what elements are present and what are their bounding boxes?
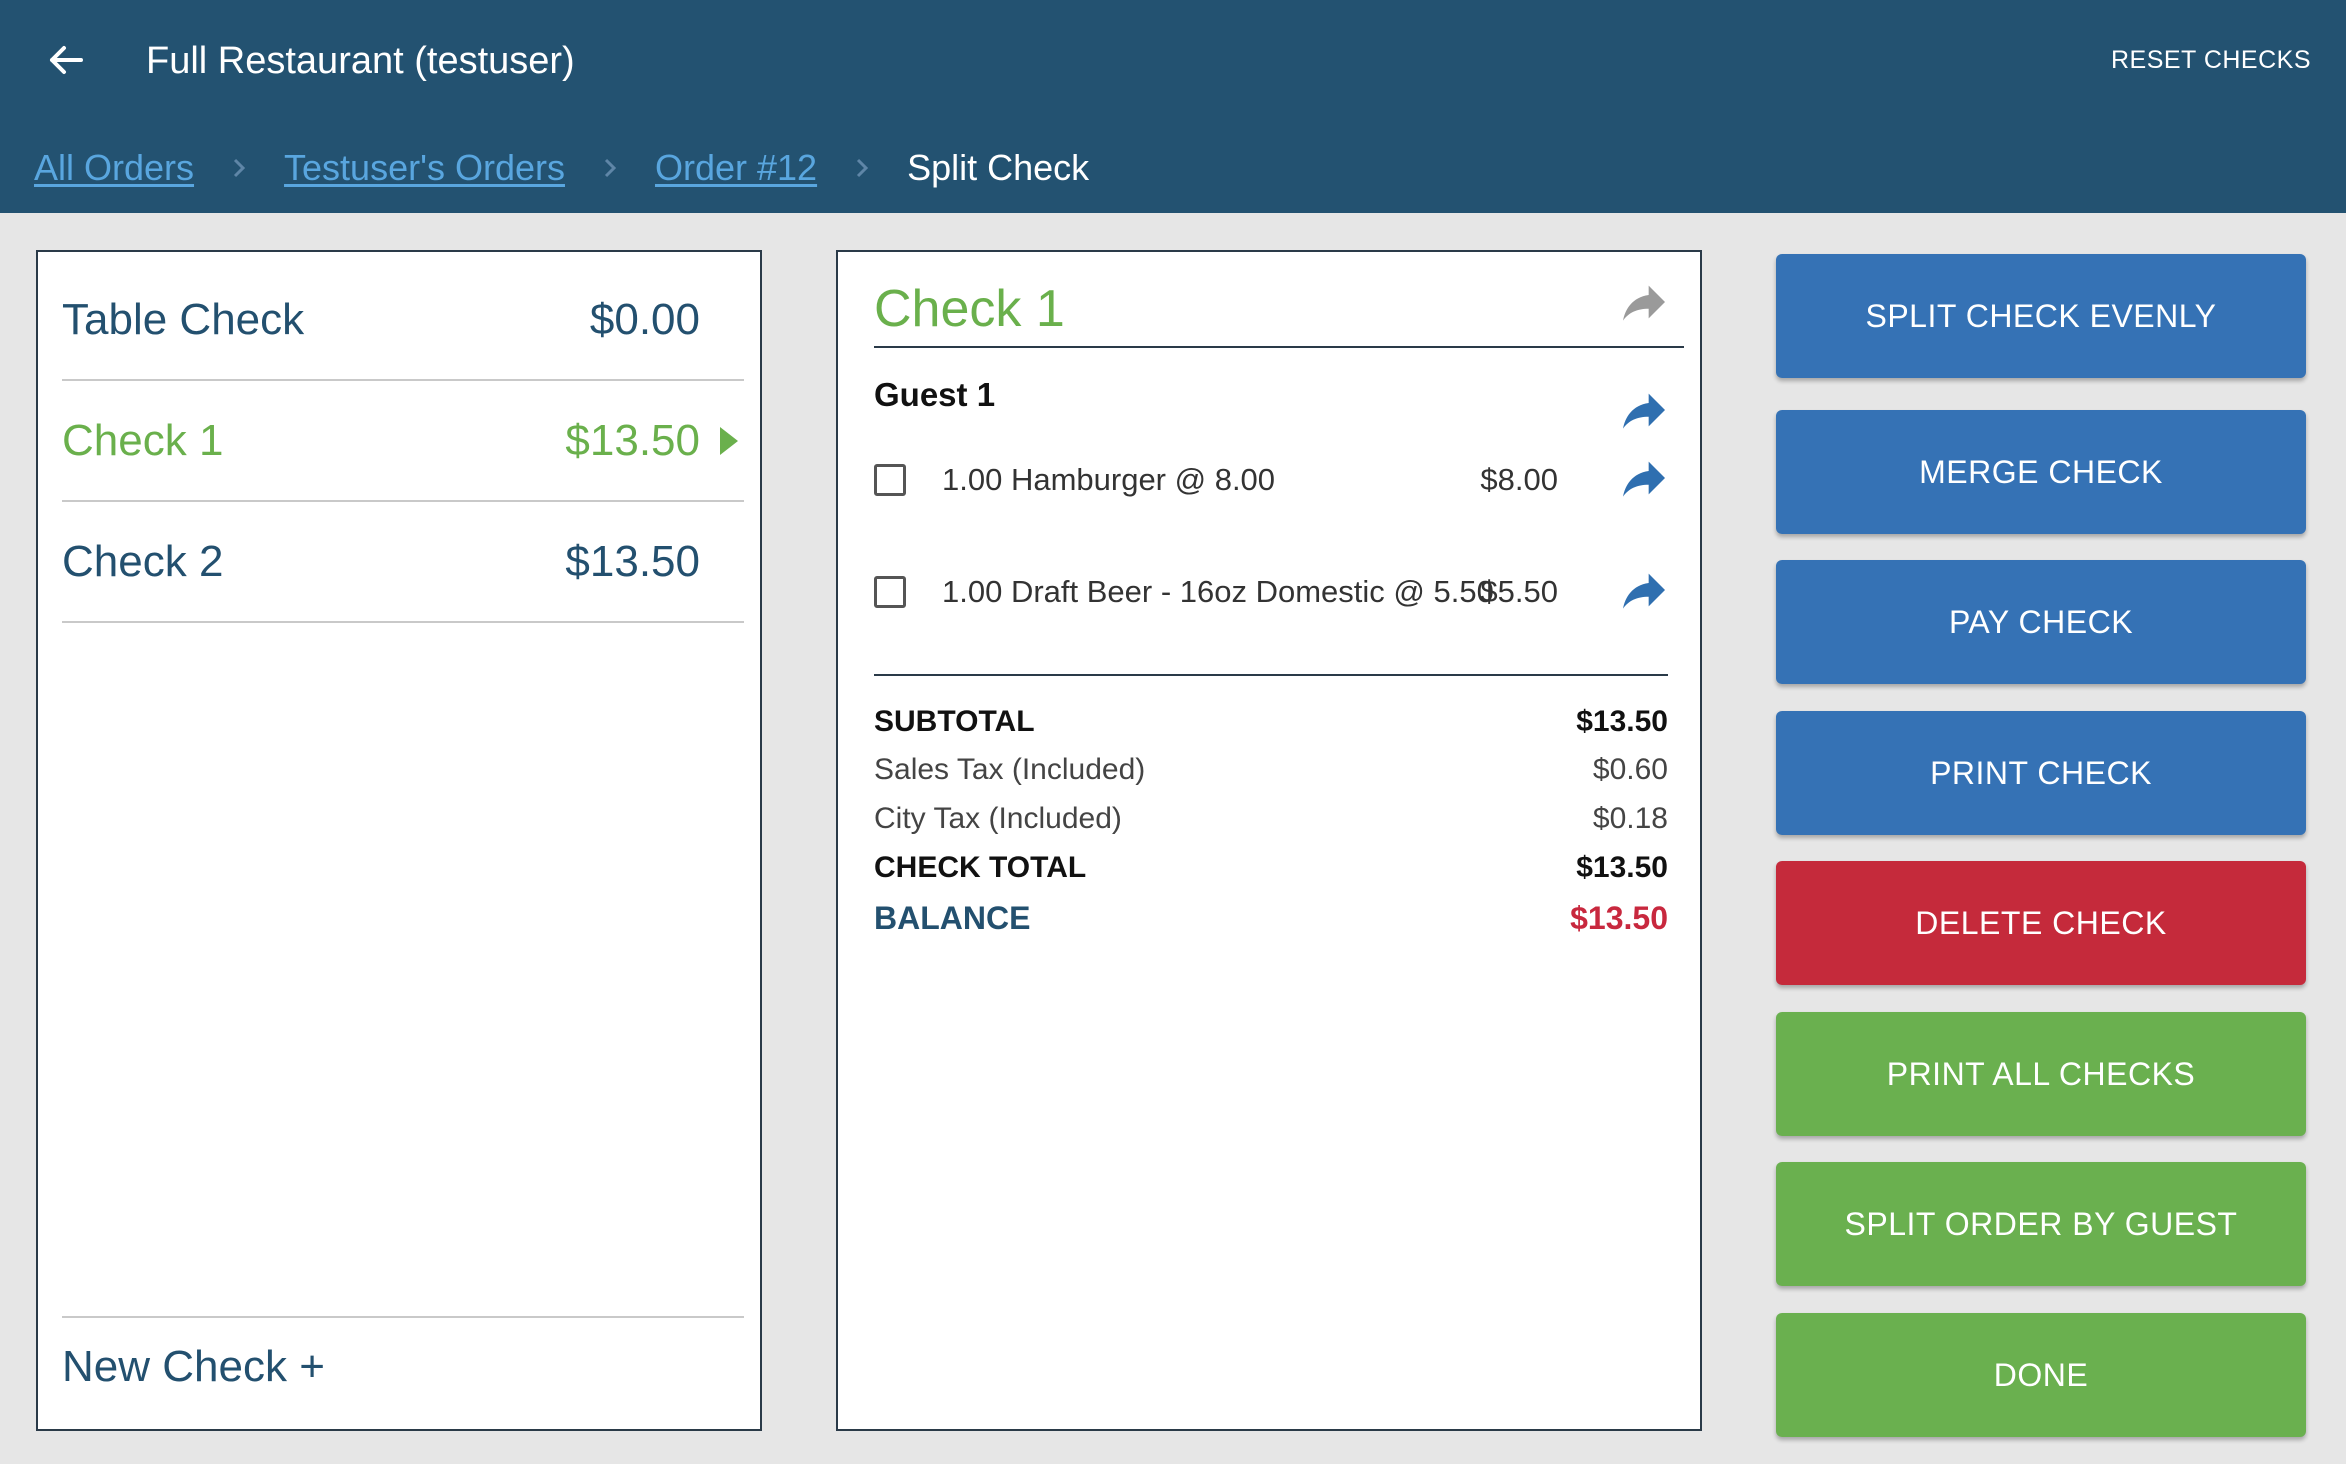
chevron-right-icon (232, 157, 246, 179)
app-title: Full Restaurant (testuser) (146, 40, 575, 82)
guest-label: Guest 1 (874, 376, 996, 413)
balance-value: $13.50 (1570, 900, 1668, 936)
check-name: Table Check (62, 294, 305, 344)
breadcrumb-user-orders[interactable]: Testuser's Orders (284, 147, 565, 188)
back-button[interactable] (42, 30, 90, 90)
item-checkbox[interactable] (874, 576, 906, 608)
check-list-item-check-2[interactable]: Check 2 $13.50 (62, 502, 744, 623)
check-amount: $13.50 (565, 415, 700, 465)
city-tax-row: City Tax (Included) $0.18 (874, 799, 1668, 839)
sales-tax-label: Sales Tax (Included) (874, 753, 1146, 786)
item-checkbox[interactable] (874, 464, 906, 496)
check-title: Check 1 (874, 280, 1065, 338)
check-name: Check 1 (62, 415, 224, 465)
line-item: 1.00 Hamburger @ 8.00 $8.00 (874, 450, 1674, 510)
item-description: 1.00 Hamburger @ 8.00 (942, 462, 1276, 497)
print-check-button[interactable]: PRINT CHECK (1776, 711, 2306, 835)
breadcrumb-all-orders[interactable]: All Orders (34, 147, 195, 188)
app-header: Full Restaurant (testuser) RESET CHECKS … (0, 0, 2346, 213)
check-total-row: CHECK TOTAL $13.50 (874, 848, 1668, 888)
done-button[interactable]: DONE (1776, 1313, 2306, 1437)
check-amount: $0.00 (589, 294, 700, 344)
item-description: 1.00 Draft Beer - 16oz Domestic @ 5.50 (942, 574, 1494, 609)
reset-checks-button[interactable]: RESET CHECKS (2110, 46, 2311, 74)
delete-check-button[interactable]: DELETE CHECK (1776, 861, 2306, 985)
pay-check-button[interactable]: PAY CHECK (1776, 560, 2306, 684)
merge-check-button[interactable]: MERGE CHECK (1776, 410, 2306, 534)
balance-label: BALANCE (874, 900, 1031, 936)
breadcrumb-order[interactable]: Order #12 (654, 147, 818, 188)
share-icon[interactable] (1616, 450, 1672, 506)
check-name: Check 2 (62, 536, 224, 586)
check-list-item-table-check[interactable]: Table Check $0.00 (62, 260, 744, 381)
check-amount: $13.50 (565, 536, 700, 586)
share-icon[interactable] (1616, 382, 1672, 438)
check-total-label: CHECK TOTAL (874, 851, 1087, 884)
check-total-value: $13.50 (1576, 851, 1668, 884)
split-check-evenly-button[interactable]: SPLIT CHECK EVENLY (1776, 254, 2306, 378)
split-order-by-guest-button[interactable]: SPLIT ORDER BY GUEST (1776, 1162, 2306, 1286)
chevron-right-icon (603, 157, 617, 179)
print-all-checks-button[interactable]: PRINT ALL CHECKS (1776, 1012, 2306, 1136)
divider (874, 346, 1684, 348)
breadcrumb: All Orders Testuser's Orders Order #12 S… (34, 140, 1089, 196)
arrow-left-icon (50, 46, 83, 74)
check-detail-panel: Check 1 Guest 1 1.00 Hamburger @ 8.00 $8… (836, 250, 1702, 1431)
subtotal-row: SUBTOTAL $13.50 (874, 702, 1668, 742)
city-tax-label: City Tax (Included) (874, 802, 1122, 835)
item-price: $5.50 (1480, 574, 1558, 609)
item-price: $8.00 (1480, 462, 1558, 497)
divider (62, 1316, 744, 1318)
share-icon[interactable] (1616, 562, 1672, 618)
sales-tax-value: $0.60 (1592, 753, 1668, 786)
caret-right-icon (720, 427, 738, 455)
subtotal-value: $13.50 (1576, 705, 1668, 738)
line-item: 1.00 Draft Beer - 16oz Domestic @ 5.50 $… (874, 562, 1674, 622)
share-icon[interactable] (1616, 274, 1672, 330)
balance-row: BALANCE $13.50 (874, 898, 1668, 938)
check-list-item-check-1[interactable]: Check 1 $13.50 (62, 381, 744, 502)
checks-list-panel: Table Check $0.00 Check 1 $13.50 Check 2… (36, 250, 762, 1431)
breadcrumb-current: Split Check (907, 147, 1090, 188)
city-tax-value: $0.18 (1592, 802, 1668, 835)
new-check-button[interactable]: New Check + (62, 1342, 325, 1391)
subtotal-label: SUBTOTAL (874, 705, 1035, 738)
divider (874, 674, 1668, 676)
chevron-right-icon (855, 157, 869, 179)
sales-tax-row: Sales Tax (Included) $0.60 (874, 750, 1668, 790)
